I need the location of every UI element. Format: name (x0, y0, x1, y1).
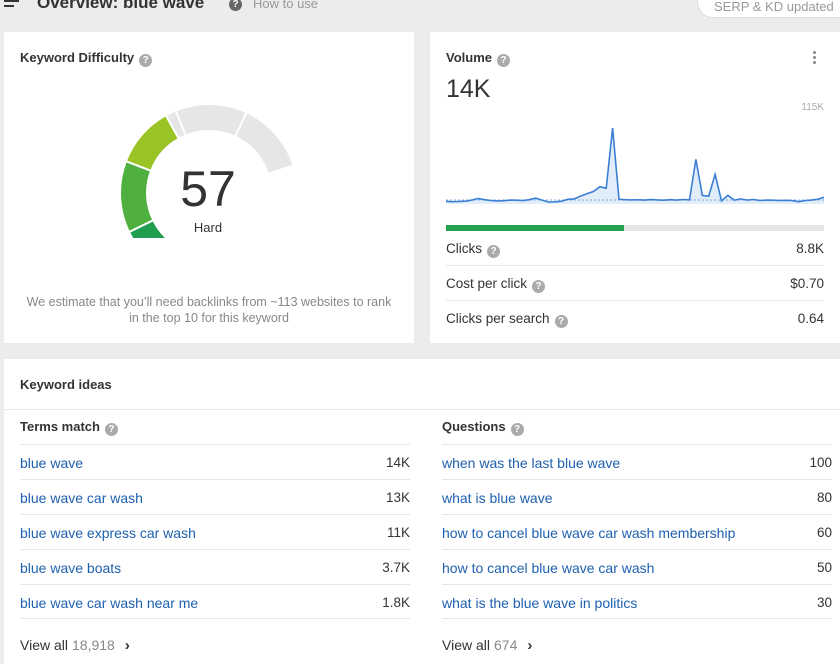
questions-heading-text: Questions (442, 419, 506, 434)
difficulty-label: Hard (193, 220, 223, 235)
clicks-share-fill (446, 225, 624, 231)
keyword-volume: 30 (816, 595, 832, 610)
metric-value: $0.70 (790, 276, 824, 291)
volume-title-text: Volume (446, 50, 492, 65)
metric-label: Cost per click? (446, 276, 546, 293)
keyword-volume: 3.7K (382, 560, 410, 575)
page-title: Overview: blue wave (37, 0, 205, 12)
keyword-link[interactable]: blue wave car wash near me (20, 595, 199, 611)
list-item: blue wave boats 3.7K (20, 549, 410, 584)
keyword-link[interactable]: how to cancel blue wave car wash members… (442, 525, 736, 541)
view-all-label: View all (442, 637, 490, 653)
volume-trend-chart (446, 128, 824, 204)
metric-row-cost-per-click: Cost per click? $0.70 (446, 266, 824, 301)
metric-label-text: Clicks per search (446, 311, 550, 326)
help-icon[interactable]: ? (487, 245, 500, 258)
metric-value: 0.64 (797, 311, 824, 326)
how-to-use-link[interactable]: How to use (253, 0, 319, 11)
chart-max-label: 115K (801, 102, 824, 113)
keyword-link[interactable]: what is blue wave (442, 490, 553, 506)
help-icon[interactable]: ? (104, 423, 118, 436)
list-item: what is the blue wave in politics 30 (442, 584, 832, 619)
metric-label-text: Cost per click (446, 276, 528, 291)
view-all-label: View all (20, 637, 68, 653)
clicks-share-bar (446, 225, 824, 231)
list-item: how to cancel blue wave car wash members… (442, 514, 832, 549)
keyword-link[interactable]: blue wave express car wash (20, 525, 196, 541)
help-icon[interactable]: ? (510, 423, 524, 436)
view-all-count: 18,918 (72, 637, 115, 653)
view-all-questions-link[interactable]: View all 674 › (442, 637, 532, 654)
metric-label: Clicks? (446, 241, 500, 258)
volume-series-line (446, 128, 824, 203)
list-item: blue wave car wash 13K (20, 479, 410, 514)
keyword-link[interactable]: when was the last blue wave (442, 455, 621, 471)
metric-row-clicks: Clicks? 8.8K (446, 231, 824, 266)
list-item: blue wave 14K (20, 444, 410, 479)
terms-match-heading: Terms match? (20, 419, 118, 436)
terms-match-heading-text: Terms match (20, 419, 100, 434)
chevron-right-icon: › (527, 637, 533, 654)
volume-value: 14K (446, 75, 491, 103)
list-item: how to cancel blue wave car wash 50 (442, 549, 832, 584)
more-options-icon[interactable] (813, 51, 817, 67)
keyword-link[interactable]: what is the blue wave in politics (442, 595, 638, 611)
keyword-link[interactable]: blue wave (20, 455, 84, 471)
keyword-volume: 13K (385, 490, 410, 505)
list-item: blue wave express car wash 11K (20, 514, 410, 549)
help-icon[interactable]: ? (139, 54, 153, 67)
keyword-volume: 1.8K (382, 595, 410, 610)
keyword-volume: 80 (816, 490, 832, 505)
keyword-difficulty-title: Keyword Difficulty? (20, 50, 153, 67)
metric-row-clicks-per-search: Clicks per search? 0.64 (446, 301, 824, 336)
list-item: blue wave car wash near me 1.8K (20, 584, 410, 619)
volume-title: Volume? (446, 50, 510, 67)
view-all-count: 674 (494, 637, 518, 653)
volume-area (446, 128, 824, 204)
chevron-right-icon: › (124, 637, 130, 654)
metric-label-text: Clicks (446, 241, 482, 256)
list-item: when was the last blue wave 100 (442, 444, 832, 479)
volume-card: Volume? 14K 115K Clicks? 8.8K Cost per c… (430, 32, 840, 343)
serp-status-badge: SERP & KD updated (697, 0, 840, 18)
keyword-volume: 11K (386, 525, 410, 540)
questions-heading: Questions? (442, 419, 524, 436)
backlinks-estimate-note: We estimate that you’ll need backlinks f… (26, 295, 392, 325)
keyword-volume: 14K (385, 455, 410, 470)
difficulty-score: 57 (180, 161, 236, 217)
divider (4, 409, 840, 410)
keyword-ideas-card: Keyword ideas Terms match? blue wave 14K… (4, 359, 840, 664)
keyword-difficulty-title-text: Keyword Difficulty (20, 50, 135, 65)
keyword-volume: 60 (816, 525, 832, 540)
help-icon[interactable]: ? (532, 280, 546, 293)
metric-value: 8.8K (796, 241, 824, 256)
list-item: what is blue wave 80 (442, 479, 832, 514)
help-icon[interactable]: ? (497, 54, 510, 67)
help-icon[interactable]: ? (229, 0, 242, 11)
keyword-volume: 50 (816, 560, 832, 575)
gauge-segment-empty (174, 103, 248, 139)
serp-status-text: SERP & KD updated (714, 0, 834, 14)
difficulty-gauge (119, 103, 295, 238)
keyword-difficulty-card: Keyword Difficulty? 57 Hard We estimate … (4, 32, 414, 343)
keyword-volume: 100 (809, 455, 832, 470)
keyword-link[interactable]: how to cancel blue wave car wash (442, 560, 655, 576)
top-header: Overview: blue wave ? How to use SERP & … (0, 0, 840, 20)
keyword-ideas-title: Keyword ideas (20, 377, 112, 392)
keyword-link[interactable]: blue wave boats (20, 560, 122, 576)
metric-label: Clicks per search? (446, 311, 568, 328)
help-icon[interactable]: ? (554, 315, 568, 328)
view-all-terms-link[interactable]: View all 18,918 › (20, 637, 130, 654)
keyword-link[interactable]: blue wave car wash (20, 490, 143, 506)
menu-icon[interactable] (4, 0, 20, 10)
gauge-segment-empty (233, 111, 295, 176)
